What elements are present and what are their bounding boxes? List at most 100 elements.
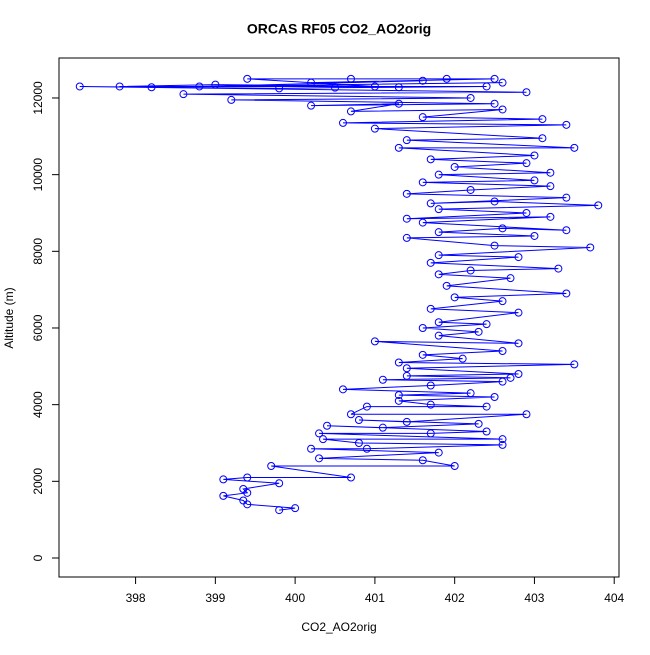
data-point [307,101,316,110]
data-point [538,134,547,143]
data-point [394,396,403,405]
data-point [323,421,332,430]
data-point [370,124,379,133]
data-point [267,461,276,470]
data-point [450,293,459,302]
data-point [402,233,411,242]
data-point [275,479,284,488]
data-point [482,402,491,411]
data-point [426,381,435,390]
y-tick-label: 8000 [31,238,45,265]
data-point [466,185,475,194]
data-point [402,136,411,145]
data-point [594,201,603,210]
data-point [319,435,328,444]
data-point [354,415,363,424]
data-point [514,308,523,317]
data-point [239,484,248,493]
data-point [514,339,523,348]
data-point [490,197,499,206]
data-point [426,199,435,208]
data-point [538,115,547,124]
data-point [362,402,371,411]
data-point [219,491,228,500]
data-point [514,253,523,262]
data-point [426,155,435,164]
data-point [458,354,467,363]
data-point [498,297,507,306]
data-point [402,214,411,223]
data-point [370,82,379,91]
data-point [346,74,355,83]
data-point [394,391,403,400]
data-point [275,84,284,93]
data-point [570,360,579,369]
data-point [418,178,427,187]
data-point [362,444,371,453]
y-tick-label: 6000 [31,314,45,341]
data-point [434,170,443,179]
data-point [219,475,228,484]
data-point [378,423,387,432]
y-tick-label: 4000 [31,391,45,418]
data-point [418,323,427,332]
x-tick-label: 404 [604,591,624,605]
data-point [394,99,403,108]
data-point [562,193,571,202]
data-point [498,105,507,114]
y-tick-label: 2000 [31,468,45,495]
data-point [75,82,84,91]
data-point [498,377,507,386]
data-point [434,251,443,260]
data-point [426,400,435,409]
data-point [506,373,515,382]
data-point [482,82,491,91]
data-point [239,496,248,505]
data-point [434,448,443,457]
data-point [402,371,411,380]
x-tick-label: 398 [126,591,146,605]
data-point [378,375,387,384]
data-point [394,83,403,92]
y-axis-label: Altitude (m) [2,287,16,348]
data-point [522,208,531,217]
data-point [227,95,236,104]
data-point [450,162,459,171]
data-point [426,429,435,438]
data-point [562,289,571,298]
data-point [346,410,355,419]
x-axis-label: CO2_AO2orig [301,620,376,634]
data-point [442,74,451,83]
data-point [522,410,531,419]
data-point [315,429,324,438]
data-point [450,461,459,470]
data-point [115,82,124,91]
data-point [554,264,563,273]
x-tick-label: 400 [285,591,305,605]
data-point [179,90,188,99]
data-point [498,224,507,233]
data-point [426,304,435,313]
data-point [490,99,499,108]
data-point [466,93,475,102]
data-point [562,120,571,129]
data-point [570,143,579,152]
x-tick-label: 399 [205,591,225,605]
data-point [402,417,411,426]
y-tick-label: 0 [31,554,45,561]
data-point [418,76,427,85]
data-point [442,281,451,290]
data-point [195,82,204,91]
data-point [338,118,347,127]
data-point [243,473,252,482]
data-point [466,389,475,398]
data-point [291,504,300,513]
data-point [546,182,555,191]
data-point [275,506,284,515]
data-point [434,270,443,279]
data-point [338,385,347,394]
data-point [370,337,379,346]
data-point [418,113,427,122]
